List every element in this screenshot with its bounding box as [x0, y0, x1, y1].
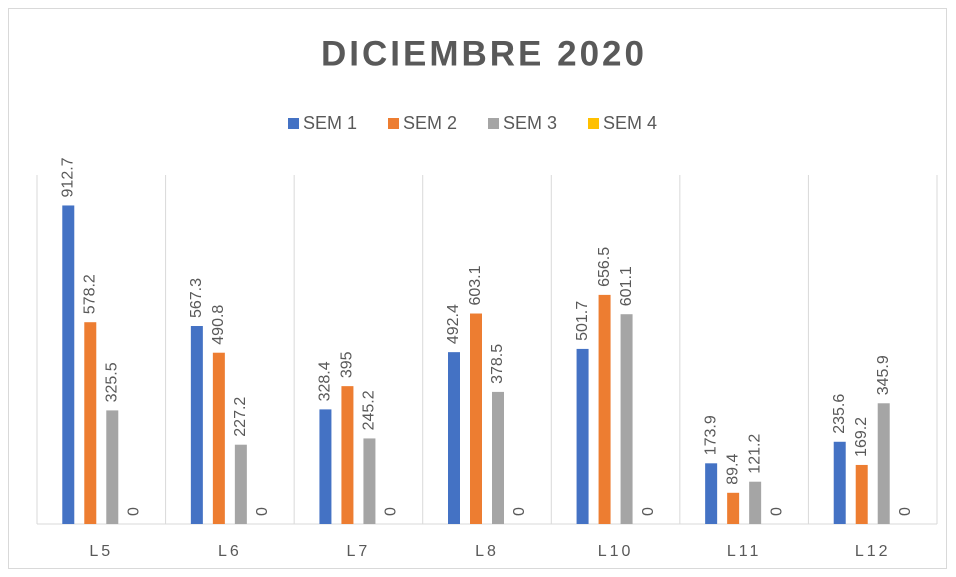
data-label: 328.4 [317, 361, 334, 401]
data-label: 578.2 [82, 274, 99, 314]
x-tick-label: L12 [855, 543, 891, 560]
x-tick-label: L11 [727, 543, 762, 560]
data-label: 235.6 [831, 394, 848, 434]
x-tick-label: L7 [347, 543, 371, 560]
data-label: 0 [511, 507, 528, 516]
bar [470, 313, 482, 524]
bar [877, 403, 890, 524]
data-label: 89.4 [724, 454, 741, 485]
data-label: 0 [126, 507, 143, 516]
bar [341, 386, 354, 524]
data-label: 492.4 [445, 304, 462, 344]
legend-label: SEM 4 [603, 113, 657, 133]
x-tick-label: L5 [89, 543, 113, 560]
data-label: 173.9 [702, 415, 719, 455]
data-label: 378.5 [489, 344, 506, 384]
legend-swatch [588, 118, 599, 129]
data-label: 227.2 [232, 397, 249, 437]
bar [363, 438, 376, 524]
bar [319, 409, 332, 524]
legend-swatch [288, 118, 299, 129]
data-label: 395 [339, 351, 356, 378]
x-tick-label: L6 [218, 543, 242, 560]
data-label: 0 [640, 507, 657, 516]
data-label: 0 [383, 507, 400, 516]
data-label: 0 [254, 507, 271, 516]
bar [212, 352, 225, 524]
bar [727, 492, 740, 524]
legend-swatch [388, 118, 399, 129]
bar [705, 463, 718, 524]
x-tick-label: L8 [475, 543, 499, 560]
data-label: 345.9 [875, 355, 892, 395]
data-label: 121.2 [746, 434, 763, 474]
bar [106, 410, 119, 524]
data-label: 912.7 [60, 157, 77, 197]
bar [855, 464, 868, 524]
legend-swatch [488, 118, 499, 129]
legend-label: SEM 2 [403, 113, 457, 133]
bar [620, 314, 633, 524]
bar [448, 352, 460, 524]
bar [749, 481, 762, 524]
data-label: 0 [897, 507, 914, 516]
bar [84, 322, 97, 524]
bar [833, 441, 846, 524]
bar [492, 391, 504, 524]
legend-label: SEM 3 [503, 113, 557, 133]
data-label: 325.5 [104, 362, 121, 402]
bar [190, 326, 203, 524]
data-label: 656.5 [596, 247, 613, 287]
data-label: 603.1 [467, 265, 484, 305]
data-label: 601.1 [618, 266, 635, 306]
data-label: 567.3 [188, 278, 205, 318]
data-label: 490.8 [210, 305, 227, 345]
data-label: 0 [768, 507, 785, 516]
bar [598, 294, 611, 524]
legend-label: SEM 1 [303, 113, 357, 133]
chart-title: DICIEMBRE 2020 [321, 34, 647, 73]
data-label: 169.2 [853, 417, 870, 457]
data-label: 245.2 [361, 390, 378, 430]
x-tick-label: L10 [598, 543, 634, 560]
bar [62, 205, 75, 524]
data-label: 501.7 [574, 301, 591, 341]
bar [234, 444, 247, 524]
bar [576, 348, 589, 524]
